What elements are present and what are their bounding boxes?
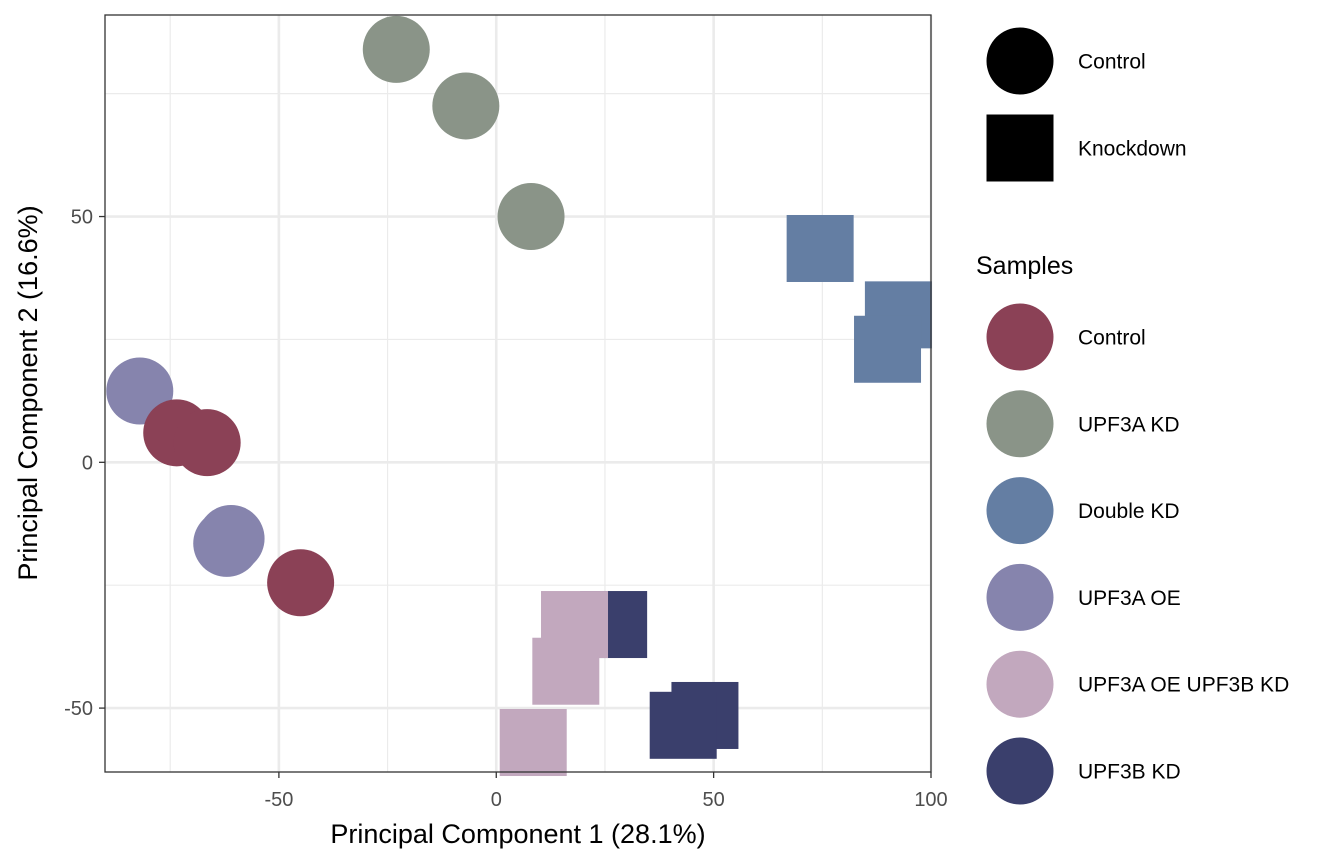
data-point-circle bbox=[193, 509, 261, 577]
x-tick-label: 50 bbox=[703, 789, 725, 811]
y-tick-label: 50 bbox=[71, 207, 93, 229]
data-point-circle bbox=[362, 15, 430, 83]
legend-key-color bbox=[986, 303, 1054, 371]
color-legend-label: UPF3A OE bbox=[1078, 587, 1181, 610]
x-tick-label: 0 bbox=[491, 789, 502, 811]
data-point-circle bbox=[497, 183, 565, 251]
data-point-circle bbox=[432, 72, 500, 140]
legend-key-color bbox=[986, 737, 1054, 805]
color-legend: Control UPF3A KD Double KD UPF3A OE UPF3A OE… bbox=[986, 303, 1289, 805]
y-axis-ticks: -50 0 50 bbox=[64, 207, 105, 720]
color-legend-label: UPF3A KD bbox=[1078, 413, 1180, 436]
y-tick-label: -50 bbox=[64, 698, 93, 720]
legend-key-color bbox=[986, 650, 1054, 718]
legend-key-square bbox=[986, 114, 1054, 182]
legend-key-color bbox=[986, 477, 1054, 545]
shape-legend-label: Control bbox=[1078, 51, 1146, 74]
y-tick-label: 0 bbox=[82, 452, 93, 474]
data-point-square bbox=[499, 709, 567, 777]
data-point-square bbox=[786, 214, 854, 282]
x-tick-label: 100 bbox=[914, 789, 947, 811]
data-point-square bbox=[532, 637, 600, 705]
y-axis-title: Principal Component 2 (16.6%) bbox=[13, 205, 43, 580]
legend-key-color bbox=[986, 563, 1054, 631]
color-legend-label: UPF3B KD bbox=[1078, 761, 1181, 784]
x-axis-title: Principal Component 1 (28.1%) bbox=[330, 819, 705, 849]
x-tick-label: -50 bbox=[264, 789, 293, 811]
legend-key-color bbox=[986, 390, 1054, 458]
data-point-circle bbox=[267, 549, 335, 617]
data-point-square bbox=[649, 691, 717, 759]
shape-legend-label: Knockdown bbox=[1078, 138, 1187, 161]
data-point-circle bbox=[173, 409, 241, 477]
color-legend-label: UPF3A OE UPF3B KD bbox=[1078, 674, 1289, 697]
data-points bbox=[106, 15, 932, 777]
data-point-square bbox=[854, 315, 922, 383]
color-legend-title: Samples bbox=[976, 252, 1073, 280]
color-legend-label: Double KD bbox=[1078, 500, 1180, 523]
color-legend-label: Control bbox=[1078, 327, 1146, 350]
plot-border bbox=[104, 14, 932, 773]
plot-panel bbox=[105, 15, 931, 772]
shape-legend: Control Knockdown bbox=[986, 27, 1187, 182]
legend-key-circle bbox=[986, 27, 1054, 95]
x-axis-ticks: -50 0 50 100 bbox=[264, 772, 948, 811]
minor-gridlines bbox=[105, 15, 931, 772]
